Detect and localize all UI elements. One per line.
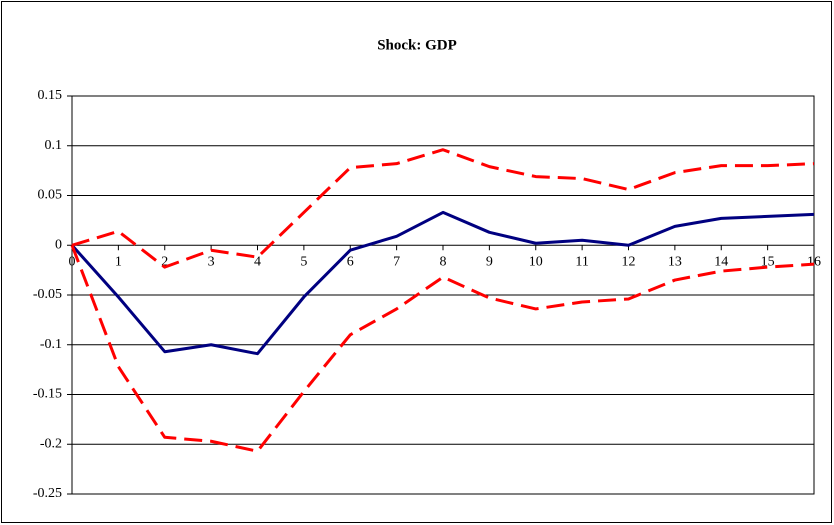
x-tick-label: 3 <box>208 254 215 269</box>
x-tick-label: 12 <box>622 254 636 269</box>
x-tick-label: 14 <box>714 254 728 269</box>
x-tick-label: 13 <box>668 254 682 269</box>
x-tick-label: 11 <box>575 254 588 269</box>
chart-title: Shock: GDP <box>377 37 457 53</box>
y-tick-label: 0.05 <box>38 188 63 203</box>
x-tick-label: 15 <box>761 254 775 269</box>
y-tick-label: 0 <box>55 237 62 252</box>
x-tick-label: 10 <box>529 254 543 269</box>
x-tick-label: 4 <box>254 254 261 269</box>
x-tick-label: 2 <box>161 254 168 269</box>
series-line <box>70 244 815 453</box>
x-tick-label: 6 <box>347 254 354 269</box>
x-tick-label: 8 <box>440 254 447 269</box>
x-tick-label: 9 <box>486 254 493 269</box>
y-tick-label: 0.15 <box>38 88 63 103</box>
y-tick-label: -0.1 <box>40 337 62 352</box>
x-tick-label: 5 <box>300 254 307 269</box>
x-tick-label: 0 <box>69 254 76 269</box>
series-line <box>70 210 815 356</box>
y-tick-label: -0.2 <box>40 436 62 451</box>
y-tick-label: -0.25 <box>33 486 62 501</box>
x-tick-label: 7 <box>393 254 400 269</box>
x-tick-label: 16 <box>807 254 821 269</box>
y-tick-label: 0.1 <box>45 138 63 153</box>
x-tick-label: 1 <box>115 254 122 269</box>
series-line <box>71 148 815 269</box>
plot-border <box>71 95 815 495</box>
y-tick-label: -0.15 <box>33 387 62 402</box>
y-tick-label: -0.05 <box>33 287 62 302</box>
